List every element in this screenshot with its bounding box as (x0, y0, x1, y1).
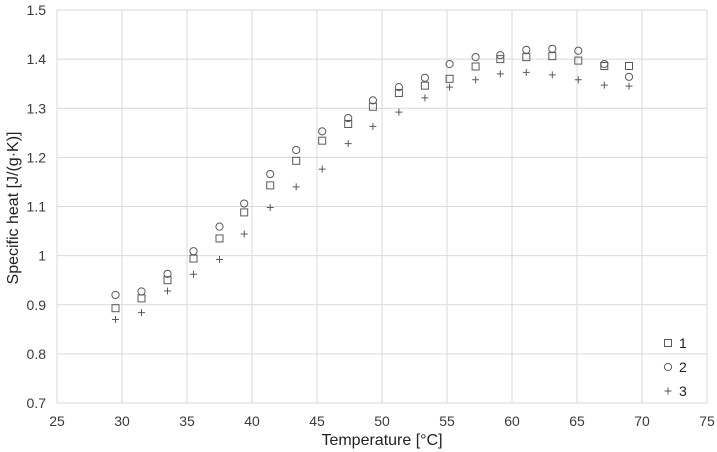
data-point-series-3 (240, 230, 248, 238)
y-tick-label: 1.5 (27, 2, 47, 18)
data-point-series-2 (137, 287, 146, 296)
data-point-series-2 (163, 269, 172, 278)
x-tick-labels: 25 30 35 40 45 50 55 60 65 70 75 (49, 413, 715, 429)
data-point-series-2 (574, 46, 583, 55)
data-point-series-3 (216, 256, 223, 264)
data-point-series-2 (624, 72, 634, 81)
legend-item-3: 3 (664, 383, 687, 399)
data-point-series-3 (190, 270, 197, 278)
data-point-series-1 (496, 55, 505, 64)
data-point-series-3 (292, 183, 300, 191)
y-tick-label: 0.7 (27, 395, 47, 411)
data-point-series-3 (421, 94, 429, 102)
data-point-series-2 (215, 222, 224, 231)
x-tick-label: 60 (504, 413, 520, 429)
data-point-series-1 (240, 208, 249, 217)
x-tick-label: 30 (114, 413, 130, 429)
legend-marker-2 (663, 362, 673, 372)
data-point-series-3 (574, 76, 582, 84)
legend-marker-1 (664, 339, 672, 347)
data-point-series-2 (292, 145, 301, 155)
x-tick-label: 50 (374, 413, 390, 429)
y-tick-label: 1 (38, 248, 46, 264)
data-point-series-1 (111, 304, 120, 313)
data-point-series-1 (625, 62, 633, 71)
x-axis-title: Temperature [°C] (321, 432, 442, 449)
data-point-series-2 (318, 127, 327, 136)
data-point-series-3 (625, 82, 633, 90)
data-point-series-3 (318, 165, 326, 173)
legend-item-1: 1 (664, 335, 687, 351)
data-point-series-2 (548, 44, 557, 53)
y-tick-label: 1.3 (27, 100, 47, 116)
x-tick-label: 70 (634, 413, 650, 429)
data-point-series-2 (445, 59, 454, 69)
data-point-series-2 (189, 247, 198, 256)
legend-item-2: 2 (663, 359, 687, 375)
data-point-series-3 (548, 71, 556, 79)
data-point-series-1 (318, 136, 327, 145)
x-tick-label: 65 (569, 413, 585, 429)
y-tick-label: 1.1 (27, 199, 47, 215)
data-point-series-3 (446, 83, 454, 91)
data-point-series-3 (600, 81, 608, 89)
data-point-series-2 (522, 45, 531, 54)
legend-label: 2 (679, 359, 687, 375)
data-point-series-2 (394, 83, 403, 92)
x-tick-label: 55 (439, 413, 455, 429)
data-point-series-1 (292, 156, 301, 165)
data-point-series-3 (138, 309, 145, 317)
data-point-series-1 (344, 119, 353, 128)
data-point-series-1 (215, 234, 224, 243)
legend: 1 2 3 (663, 335, 687, 399)
data-point-series-3 (164, 287, 171, 295)
data-point-series-3 (112, 315, 119, 323)
data-point-series-2 (496, 51, 505, 60)
x-tick-label: 45 (309, 413, 325, 429)
x-tick-label: 40 (244, 413, 260, 429)
data-point-series-1 (394, 89, 403, 98)
data-point-series-3 (496, 70, 504, 78)
data-point-series-2 (111, 290, 120, 300)
legend-label: 1 (679, 335, 687, 351)
data-point-series-2 (266, 169, 275, 179)
data-point-series-3 (266, 203, 274, 211)
data-point-series-3 (472, 76, 480, 84)
data-point-series-1 (420, 81, 429, 90)
data-point-series-2 (471, 53, 480, 62)
data-point-series-2 (344, 113, 353, 123)
data-point-series-3 (344, 140, 352, 148)
data-point-series-1 (574, 56, 583, 65)
data-point-series-1 (368, 102, 377, 111)
data-point-series-1 (163, 276, 172, 285)
y-tick-label: 0.8 (27, 346, 47, 362)
legend-label: 3 (679, 383, 687, 399)
series-3 (112, 68, 633, 323)
data-point-series-3 (395, 108, 403, 116)
data-point-series-1 (445, 74, 454, 83)
y-tick-label: 0.9 (27, 297, 47, 313)
data-point-series-1 (471, 62, 480, 71)
x-tick-label: 25 (49, 413, 65, 429)
y-tick-labels: 0.7 0.8 0.9 1 1.1 1.2 1.3 1.4 1.5 (27, 2, 47, 411)
y-tick-label: 1.2 (27, 149, 47, 165)
x-tick-label: 35 (179, 413, 195, 429)
grid-lines (56, 9, 708, 404)
y-tick-label: 1.4 (27, 51, 47, 67)
data-points (111, 44, 634, 323)
series-2 (111, 44, 634, 300)
data-point-series-1 (137, 294, 146, 303)
series-1 (111, 52, 633, 313)
data-point-series-2 (240, 199, 249, 208)
data-point-series-2 (368, 96, 377, 105)
data-point-series-3 (522, 68, 530, 76)
data-point-series-2 (420, 73, 429, 82)
data-point-series-3 (369, 122, 377, 130)
data-point-series-1 (266, 181, 275, 190)
y-axis-title: Specific heat [J/(g·K)] (5, 132, 22, 285)
data-point-series-2 (600, 59, 609, 69)
x-tick-label: 75 (699, 413, 715, 429)
legend-marker-3 (664, 387, 672, 395)
